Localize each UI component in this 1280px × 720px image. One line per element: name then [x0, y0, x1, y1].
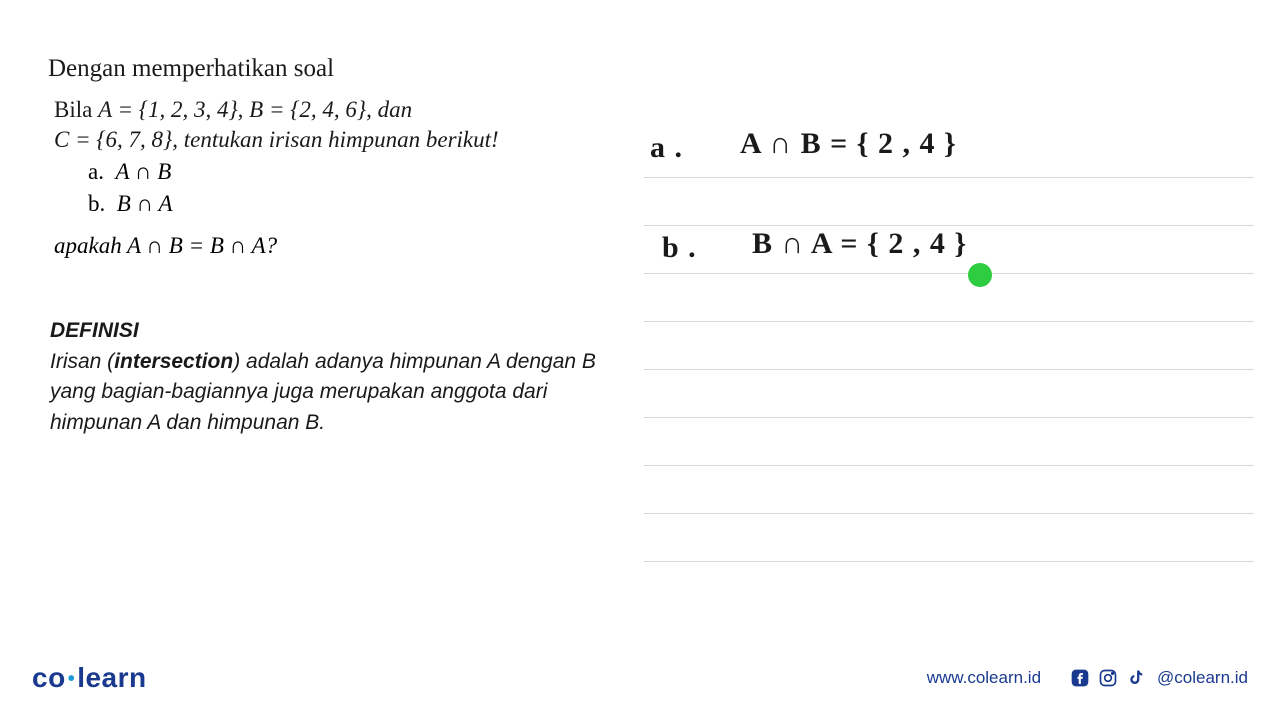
- definition-block: DEFINISI Irisan (intersection) adalah ad…: [50, 319, 618, 438]
- handwritten-eq-b: B ∩ A = { 2 , 4 }: [752, 227, 967, 261]
- rule-line: [644, 321, 1254, 369]
- sub-item-a: a. A ∩ B: [88, 159, 618, 185]
- heading: Dengan memperhatikan soal: [48, 55, 618, 83]
- handwritten-label-b: b .: [662, 231, 697, 265]
- problem-math-1: A = {1, 2, 3, 4}, B = {2, 4, 6}, dan: [98, 97, 412, 122]
- social-handle: @colearn.id: [1157, 668, 1248, 688]
- rule-line: [644, 561, 1254, 609]
- rule-line: [644, 369, 1254, 417]
- brand-logo: co•learn: [32, 662, 147, 694]
- handwritten-label-a: a .: [650, 131, 683, 165]
- social-icons: @colearn.id: [1069, 667, 1248, 689]
- logo-dot-icon: •: [68, 668, 76, 690]
- problem-math-2: C = {6, 7, 8}, tentukan irisan himpunan …: [54, 127, 499, 152]
- site-url: www.colearn.id: [927, 668, 1041, 688]
- ruled-paper: [644, 125, 1254, 609]
- rule-line: [644, 273, 1254, 321]
- question-line: apakah A ∩ B = B ∩ A?: [54, 233, 618, 259]
- question-text: apakah A ∩ B = B ∩ A?: [54, 233, 277, 258]
- problem-line-1: Bila A = {1, 2, 3, 4}, B = {2, 4, 6}, da…: [54, 97, 618, 123]
- definition-body: Irisan (intersection) adalah adanya himp…: [50, 347, 618, 438]
- logo-co: co: [32, 662, 66, 693]
- tiktok-icon: [1125, 667, 1147, 689]
- footer-right: www.colearn.id @colearn.id: [927, 667, 1248, 689]
- rule-line: [644, 513, 1254, 561]
- facebook-icon: [1069, 667, 1091, 689]
- rule-line: [644, 465, 1254, 513]
- rule-line: [644, 417, 1254, 465]
- problem-prefix: Bila: [54, 97, 98, 122]
- handwritten-eq-a: A ∩ B = { 2 , 4 }: [740, 127, 957, 161]
- problem-line-2: C = {6, 7, 8}, tentukan irisan himpunan …: [54, 127, 618, 153]
- sub-expr-a: A ∩ B: [115, 159, 171, 184]
- definition-title: DEFINISI: [50, 319, 618, 343]
- footer: co•learn www.colearn.id @colearn.id: [32, 662, 1248, 694]
- instagram-icon: [1097, 667, 1119, 689]
- rule-line: [644, 177, 1254, 225]
- def-prefix: Irisan (: [50, 350, 114, 373]
- sub-label-b: b.: [88, 191, 105, 216]
- sub-expr-b: B ∩ A: [117, 191, 173, 216]
- pointer-dot: [968, 263, 992, 287]
- def-bold: intersection: [114, 350, 233, 373]
- logo-learn: learn: [77, 662, 146, 693]
- problem-panel: Dengan memperhatikan soal Bila A = {1, 2…: [48, 55, 618, 438]
- sub-label-a: a.: [88, 159, 104, 184]
- sub-item-b: b. B ∩ A: [88, 191, 618, 217]
